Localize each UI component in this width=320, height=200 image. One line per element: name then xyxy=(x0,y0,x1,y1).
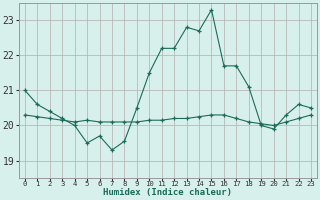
X-axis label: Humidex (Indice chaleur): Humidex (Indice chaleur) xyxy=(103,188,232,197)
